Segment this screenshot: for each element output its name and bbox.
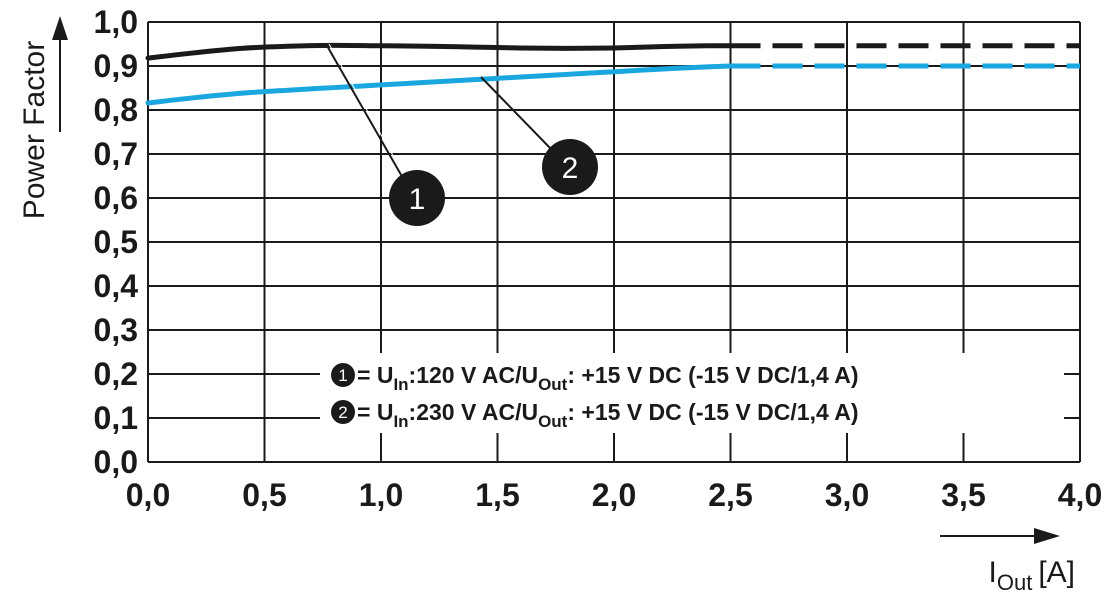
grid [147,21,1081,463]
callout-1-leader-shadow [328,43,408,181]
x-axis-arrow-head [1034,528,1060,544]
callout-1: 1 [325,43,445,226]
legend-label-1: = UIn:120 V AC/UOut: +15 V DC (-15 V DC/… [357,362,859,394]
legend-item-1: 1 = UIn:120 V AC/UOut: +15 V DC (-15 V D… [331,362,859,394]
y-tick-label: 0,7 [94,136,138,172]
legend-label-2: = UIn:230 V AC/UOut: +15 V DC (-15 V DC/… [357,399,859,431]
legend-marker-1 [331,363,355,387]
series-layer [145,42,1080,106]
x-tick-label: 1,0 [359,477,403,513]
x-axis-title-group: IOut [A] [940,528,1075,593]
y-axis-title: Power Factor [18,41,51,219]
legend-background [320,353,1064,433]
y-tick-label: 0,6 [94,180,138,216]
x-tick-label: 0,5 [242,477,286,513]
y-tick-label: 0,8 [94,92,138,128]
legend-marker-2-number: 2 [338,403,347,422]
series-2-solid-line [145,63,733,106]
y-tick-label: 0,2 [94,356,138,392]
callout-2-leader [480,76,553,151]
legend-marker-2 [331,400,355,424]
callout-1-number: 1 [409,183,426,216]
y-tick-label: 0,9 [94,48,138,84]
callout-1-circle [389,170,445,226]
y-tick-label: 1,0 [94,4,138,40]
y-tick-label: 0,3 [94,312,138,348]
y-axis-title-group: Power Factor [18,16,68,219]
legend-marker-1-number: 1 [338,366,347,385]
x-tick-label: 2,5 [708,477,752,513]
x-axis-title: IOut [A] [989,556,1076,593]
callout-2-circle [542,139,598,195]
x-tick-label: 3,5 [941,477,985,513]
x-tick-label: 3,0 [825,477,869,513]
y-tick-label: 0,5 [94,224,138,260]
callout-2: 2 [480,76,598,195]
x-tick-label: 2,0 [592,477,636,513]
legend: 1 = UIn:120 V AC/UOut: +15 V DC (-15 V D… [320,353,1064,433]
x-tick-label: 0,0 [126,477,170,513]
y-axis-arrow-head [52,16,68,40]
callout-2-number: 2 [562,152,579,185]
x-tick-label: 1,5 [475,477,519,513]
tick-labels: 0,0 0,5 1,0 1,5 2,0 2,5 3,0 3,5 4,0 0,0 0,1 0,2 0,3 0… [94,4,1103,513]
y-tick-label: 0,1 [94,400,138,436]
x-tick-label: 4,0 [1058,477,1102,513]
series-1-solid-line [145,42,733,61]
y-tick-label: 0,4 [94,268,139,304]
y-tick-label: 0,0 [94,444,138,480]
callout-1-leader [325,43,405,181]
legend-item-2: 2 = UIn:230 V AC/UOut: +15 V DC (-15 V D… [331,399,859,431]
